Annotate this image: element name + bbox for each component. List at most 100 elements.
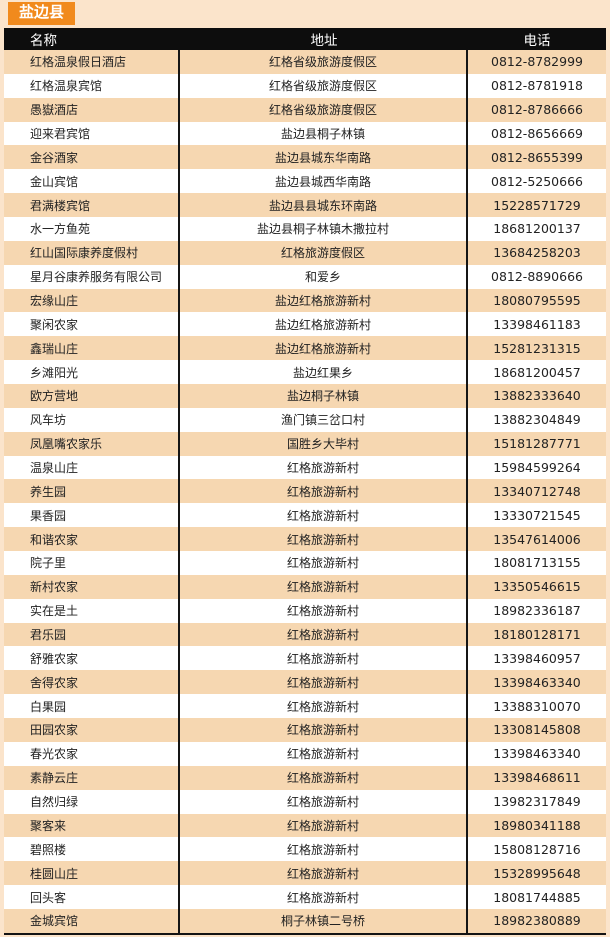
cell-name: 新村农家 (4, 574, 180, 599)
cell-phone: 0812-5250666 (491, 173, 583, 189)
cell-address: 红格省级旅游度假区 (180, 97, 468, 122)
cell-phone: 18982336187 (493, 603, 581, 619)
cell-phone: 13350546615 (493, 579, 581, 595)
cell-phone: 13398463340 (493, 674, 581, 690)
cell-name: 舍得农家 (4, 670, 180, 695)
table-header: 名称 地址 电话 (4, 28, 606, 50)
cell-address: 红格省级旅游度假区 (180, 50, 468, 74)
cell-address: 红格省级旅游度假区 (180, 73, 468, 98)
table-row: 自然归绿 红格旅游新村 13982317849 (4, 789, 606, 814)
cell-name: 红格温泉宾馆 (4, 73, 180, 98)
table-row: 星月谷康养服务有限公司 和爱乡 0812-8890666 (4, 264, 606, 289)
cell-phone: 18081744885 (493, 889, 581, 905)
cell-address: 红格旅游新村 (180, 789, 468, 814)
cell-name: 素静云庄 (4, 765, 180, 790)
table-row: 宏缘山庄 盐边红格旅游新村 18080795595 (4, 288, 606, 313)
table-row: 欧方营地 盐边桐子林镇 13882333640 (4, 384, 606, 408)
header-cell-name: 名称 (30, 33, 57, 49)
table-row: 田园农家 红格旅游新村 13308145808 (4, 718, 606, 742)
cell-address: 红格旅游新村 (180, 574, 468, 599)
cell-name: 金谷酒家 (4, 145, 180, 170)
cell-name: 舒雅农家 (4, 646, 180, 671)
cell-name: 自然归绿 (4, 789, 180, 814)
cell-address: 红格旅游新村 (180, 479, 468, 504)
cell-name: 桂圆山庄 (4, 861, 180, 886)
table-row: 乡滩阳光 盐边红果乡 18681200457 (4, 360, 606, 385)
cell-name: 院子里 (4, 551, 180, 575)
cell-name: 和谐农家 (4, 527, 180, 552)
cell-address: 红格旅游新村 (180, 598, 468, 623)
table-body: 红格温泉假日酒店 红格省级旅游度假区 0812-8782999 红格温泉宾馆 红… (4, 50, 606, 933)
cell-name: 乡滩阳光 (4, 360, 180, 385)
cell-address: 红格旅游新村 (180, 885, 468, 909)
table-row: 温泉山庄 红格旅游新村 15984599264 (4, 455, 606, 480)
hotels-table: 名称 地址 电话 红格温泉假日酒店 红格省级旅游度假区 0812-8782999… (4, 28, 606, 935)
cell-address: 红格旅游新村 (180, 741, 468, 766)
cell-name: 温泉山庄 (4, 455, 180, 480)
cell-phone: 18080795595 (493, 293, 581, 309)
cell-phone: 15808128716 (493, 841, 581, 857)
cell-name: 迎来君宾馆 (4, 121, 180, 146)
cell-phone: 18982380889 (493, 913, 581, 929)
table-row: 桂圆山庄 红格旅游新村 15328995648 (4, 861, 606, 886)
table-row: 素静云庄 红格旅游新村 13398468611 (4, 765, 606, 790)
cell-address: 红格旅游新村 (180, 837, 468, 862)
cell-address: 和爱乡 (180, 264, 468, 289)
cell-phone: 15984599264 (493, 460, 581, 476)
table-row: 红格温泉假日酒店 红格省级旅游度假区 0812-8782999 (4, 50, 606, 74)
cell-phone: 15228571729 (493, 197, 581, 213)
cell-name: 聚客来 (4, 813, 180, 838)
table-row: 红山国际康养度假村 红格旅游度假区 13684258203 (4, 240, 606, 265)
cell-address: 红格旅游新村 (180, 551, 468, 575)
cell-phone: 13398463340 (493, 746, 581, 762)
cell-phone: 13388310070 (493, 698, 581, 714)
table-row: 金城宾馆 桐子林镇二号桥 18982380889 (4, 908, 606, 933)
cell-address: 盐边红格旅游新村 (180, 288, 468, 313)
table-row: 金山宾馆 盐边县城西华南路 0812-5250666 (4, 169, 606, 194)
cell-name: 君乐园 (4, 622, 180, 647)
cell-name: 红格温泉假日酒店 (4, 50, 180, 74)
cell-phone: 0812-8781918 (491, 78, 583, 94)
cell-address: 盐边红格旅游新村 (180, 336, 468, 361)
cell-phone: 0812-8786666 (491, 102, 583, 118)
cell-phone: 13982317849 (493, 794, 581, 810)
table-row: 聚客来 红格旅游新村 18980341188 (4, 813, 606, 838)
cell-address: 红格旅游新村 (180, 646, 468, 671)
table-row: 君满楼宾馆 盐边县县城东环南路 15228571729 (4, 193, 606, 218)
header-cell-address: 地址 (310, 33, 338, 49)
cell-name: 田园农家 (4, 718, 180, 742)
cell-phone: 13330721545 (493, 507, 581, 523)
cell-phone: 0812-8782999 (491, 54, 583, 70)
table-row: 白果园 红格旅游新村 13388310070 (4, 694, 606, 719)
cell-address: 红格旅游新村 (180, 503, 468, 528)
cell-address: 盐边红果乡 (180, 360, 468, 385)
cell-address: 桐子林镇二号桥 (180, 908, 468, 933)
table-row: 养生园 红格旅游新村 13340712748 (4, 479, 606, 504)
cell-phone: 18081713155 (493, 555, 581, 571)
cell-phone: 13340712748 (493, 483, 581, 499)
cell-phone: 13547614006 (493, 531, 581, 547)
table-row: 迎来君宾馆 盐边县桐子林镇 0812-8656669 (4, 121, 606, 146)
table-row: 新村农家 红格旅游新村 13350546615 (4, 574, 606, 599)
cell-address: 红格旅游新村 (180, 861, 468, 886)
cell-phone: 13398460957 (493, 650, 581, 666)
table-row: 风车坊 渔门镇三岔口村 13882304849 (4, 407, 606, 432)
cell-phone: 13684258203 (493, 245, 581, 261)
cell-address: 红格旅游新村 (180, 455, 468, 480)
table-row: 君乐园 红格旅游新村 18180128171 (4, 622, 606, 647)
table-row: 鑫瑞山庄 盐边红格旅游新村 15281231315 (4, 336, 606, 361)
cell-name: 回头客 (4, 885, 180, 909)
cell-name: 白果园 (4, 694, 180, 719)
table-row: 红格温泉宾馆 红格省级旅游度假区 0812-8781918 (4, 73, 606, 98)
cell-phone: 13308145808 (493, 722, 581, 738)
cell-phone: 13882333640 (493, 388, 581, 404)
cell-name: 金山宾馆 (4, 169, 180, 194)
cell-name: 宏缘山庄 (4, 288, 180, 313)
cell-name: 凤凰嘴农家乐 (4, 431, 180, 456)
cell-address: 盐边红格旅游新村 (180, 312, 468, 337)
cell-phone: 0812-8655399 (491, 149, 583, 165)
cell-address: 红格旅游新村 (180, 718, 468, 742)
table-row: 舒雅农家 红格旅游新村 13398460957 (4, 646, 606, 671)
cell-name: 水一方鱼苑 (4, 217, 180, 241)
cell-name: 聚闲农家 (4, 312, 180, 337)
